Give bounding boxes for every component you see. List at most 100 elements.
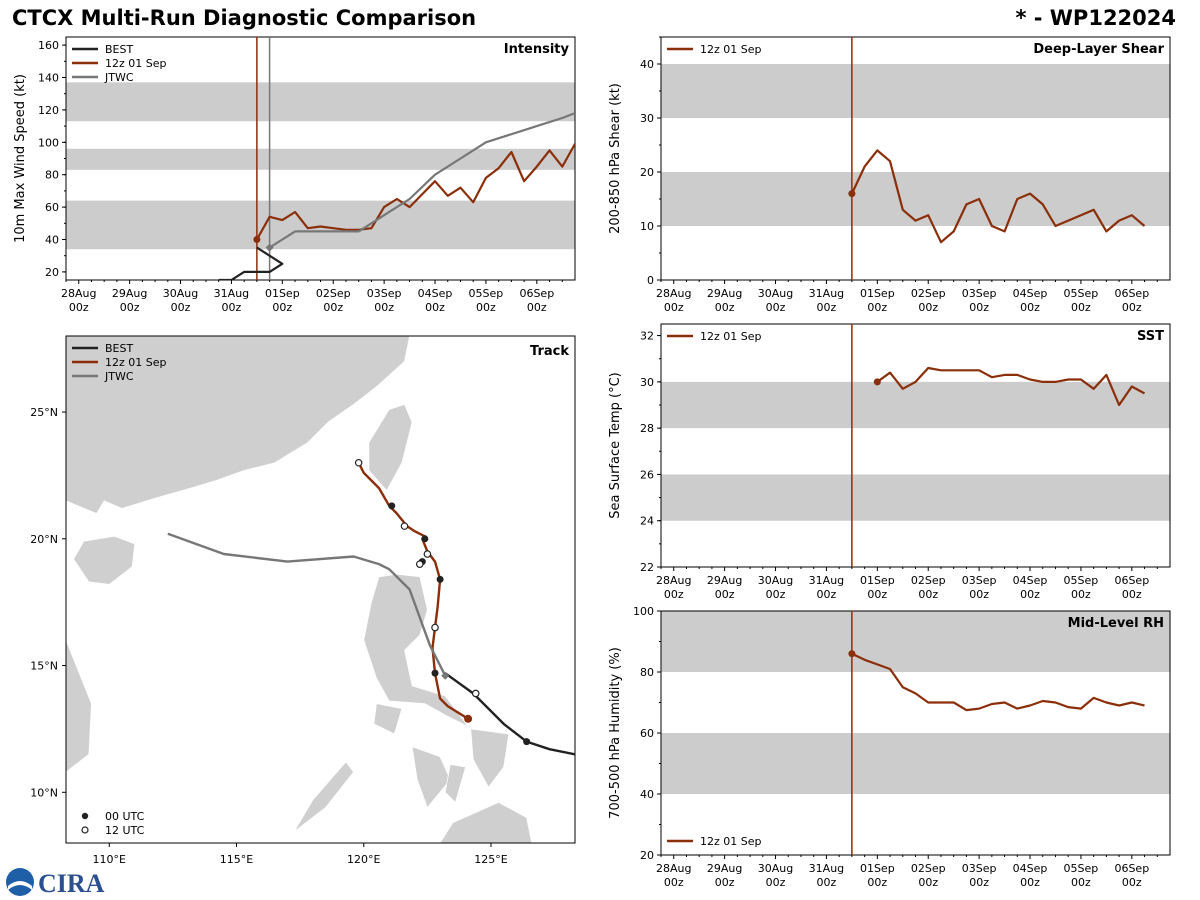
shear-xtick-label: 02Sep [911, 287, 946, 300]
rh-xtick-label-hour: 00z [1020, 876, 1040, 889]
shear-legend-label: 12z 01 Sep [700, 43, 762, 56]
intensity-ytick-label: 80 [45, 169, 59, 182]
rh-ylabel: 700-500 hPa Humidity (%) [608, 647, 623, 819]
sst-xtick-label-hour: 00z [867, 588, 887, 601]
sst-frame [660, 323, 1171, 568]
sst-panel-label: SST [1137, 329, 1164, 344]
shear-xtick-label-hour: 00z [1020, 301, 1040, 314]
rh-series-group [848, 650, 1145, 712]
svg-text:CIRA: CIRA [38, 869, 105, 898]
track-legend-label: BEST [105, 342, 133, 355]
rh-xtick-label: 06Sep [1114, 862, 1149, 875]
shear-xtick-label: 03Sep [962, 287, 997, 300]
track-12utc-marker [400, 522, 409, 530]
shear-band-1 [661, 64, 1170, 118]
land-mass-7 [444, 763, 467, 804]
sst-xtick-label: 28Aug [656, 574, 691, 587]
intensity-xtick-label: 05Sep [469, 287, 504, 300]
shear-ytick-label: 0 [647, 274, 654, 287]
sst-xtick-label: 06Sep [1114, 574, 1149, 587]
rh-band-0 [661, 733, 1170, 794]
intensity-xtick-label: 02Sep [316, 287, 351, 300]
sst-xtick-label: 30Aug [758, 574, 793, 587]
intensity-ytick-label: 160 [38, 39, 59, 52]
intensity-xtick-label-hour: 00z [323, 301, 343, 314]
intensity-xtick-label-hour: 00z [476, 301, 496, 314]
intensity-ylabel: 10m Max Wind Speed (kt) [13, 74, 28, 243]
rh-ytick-label: 20 [640, 849, 654, 862]
sst-xtick-label-hour: 00z [1071, 588, 1091, 601]
track-12utc-marker [354, 458, 363, 467]
intensity-ytick-label: 140 [38, 72, 59, 85]
sst-ytick-label: 24 [640, 515, 654, 528]
shear-xtick-label: 31Aug [809, 287, 844, 300]
intensity-xtick-label: 29Aug [112, 287, 147, 300]
intensity-xtick-label-hour: 00z [272, 301, 292, 314]
shear-xtick-label-hour: 00z [969, 301, 989, 314]
intensity-series-jtwc [269, 112, 575, 249]
shear-xtick-label-hour: 00z [867, 301, 887, 314]
intensity-xtick-label: 31Aug [214, 287, 249, 300]
shear-xtick-label-hour: 00z [715, 301, 735, 314]
intensity-legend-label: JTWC [104, 71, 134, 84]
rh-xtick-label: 30Aug [758, 862, 793, 875]
intensity-band-1 [66, 148, 575, 170]
track-12utc-marker [431, 623, 439, 632]
track-00utc-marker [431, 669, 439, 677]
shear-ytick-label: 20 [640, 166, 654, 179]
rh-xtick-label-hour: 00z [1071, 876, 1091, 889]
track-00utc-marker [421, 535, 429, 543]
sst-legend-label: 12z 01 Sep [700, 330, 762, 343]
sst-xtick-label-hour: 00z [1020, 588, 1040, 601]
track-12utc-marker [415, 560, 424, 568]
sst-ytick-label: 28 [640, 422, 654, 435]
rh-ytick-label: 60 [640, 727, 654, 740]
land-mass-8 [373, 703, 403, 735]
shear-ytick-label: 40 [640, 58, 654, 71]
sst-xtick-label-hour: 00z [1122, 588, 1142, 601]
track-lat-label: 15°N [30, 660, 58, 673]
intensity-xtick-label-hour: 00z [69, 301, 89, 314]
rh-xtick-label: 28Aug [656, 862, 691, 875]
rh-panel: 2040608010028Aug00z29Aug00z30Aug00z31Aug… [608, 605, 1171, 889]
track-series-group [167, 458, 575, 756]
shear-ytick-label: 30 [640, 112, 654, 125]
rh-xtick-label-hour: 00z [1122, 876, 1142, 889]
track-lat-label: 10°N [30, 786, 58, 799]
track-panel: 110°E 115°E 120°E 125°E 10°N 15°N 20°N 25°N Trac… [30, 335, 576, 866]
track-12utc-marker [471, 689, 480, 698]
sst-ylabel: Sea Surface Temp (°C) [608, 372, 623, 519]
rh-ytick-label: 100 [633, 605, 654, 618]
intensity-xtick-label: 28Aug [61, 287, 96, 300]
sst-xtick-label-hour: 00z [664, 588, 684, 601]
rh-xtick-label: 05Sep [1064, 862, 1099, 875]
rh-xtick-label: 04Sep [1013, 862, 1048, 875]
sst-xtick-label: 01Sep [860, 574, 895, 587]
land-mass-6 [411, 746, 451, 809]
track-marker-legend-label: 12 UTC [105, 824, 145, 837]
land-mass-2 [66, 640, 92, 773]
track-run-start-point [464, 714, 473, 723]
intensity-band-0 [66, 200, 575, 250]
track-12utc-marker [423, 550, 432, 558]
sst-ytick-label: 30 [640, 376, 654, 389]
rh-run-start-point [848, 650, 856, 658]
rh-xtick-label-hour: 00z [817, 876, 837, 889]
rh-panel-label: Mid-Level RH [1068, 616, 1164, 631]
shear-band-0 [661, 172, 1170, 226]
track-lon-label: 125°E [474, 853, 507, 866]
shear-xtick-label-hour: 00z [1071, 301, 1091, 314]
intensity-panel: 2040608010012014016028Aug00z29Aug00z30Au… [13, 36, 576, 314]
sst-band-1 [661, 381, 1170, 429]
rh-xtick-label-hour: 00z [766, 876, 786, 889]
shear-xtick-label: 05Sep [1064, 287, 1099, 300]
intensity-xtick-label-hour: 00z [425, 301, 445, 314]
sst-xtick-label: 31Aug [809, 574, 844, 587]
sst-series-run [876, 366, 1146, 407]
intensity-panel-label: Intensity [504, 42, 570, 57]
intensity-ytick-label: 100 [38, 136, 59, 149]
shear-xtick-label: 04Sep [1013, 287, 1048, 300]
track-panel-label: Track [530, 344, 569, 359]
sst-ytick-label: 26 [640, 468, 654, 481]
track-legend-label: JTWC [104, 370, 134, 383]
